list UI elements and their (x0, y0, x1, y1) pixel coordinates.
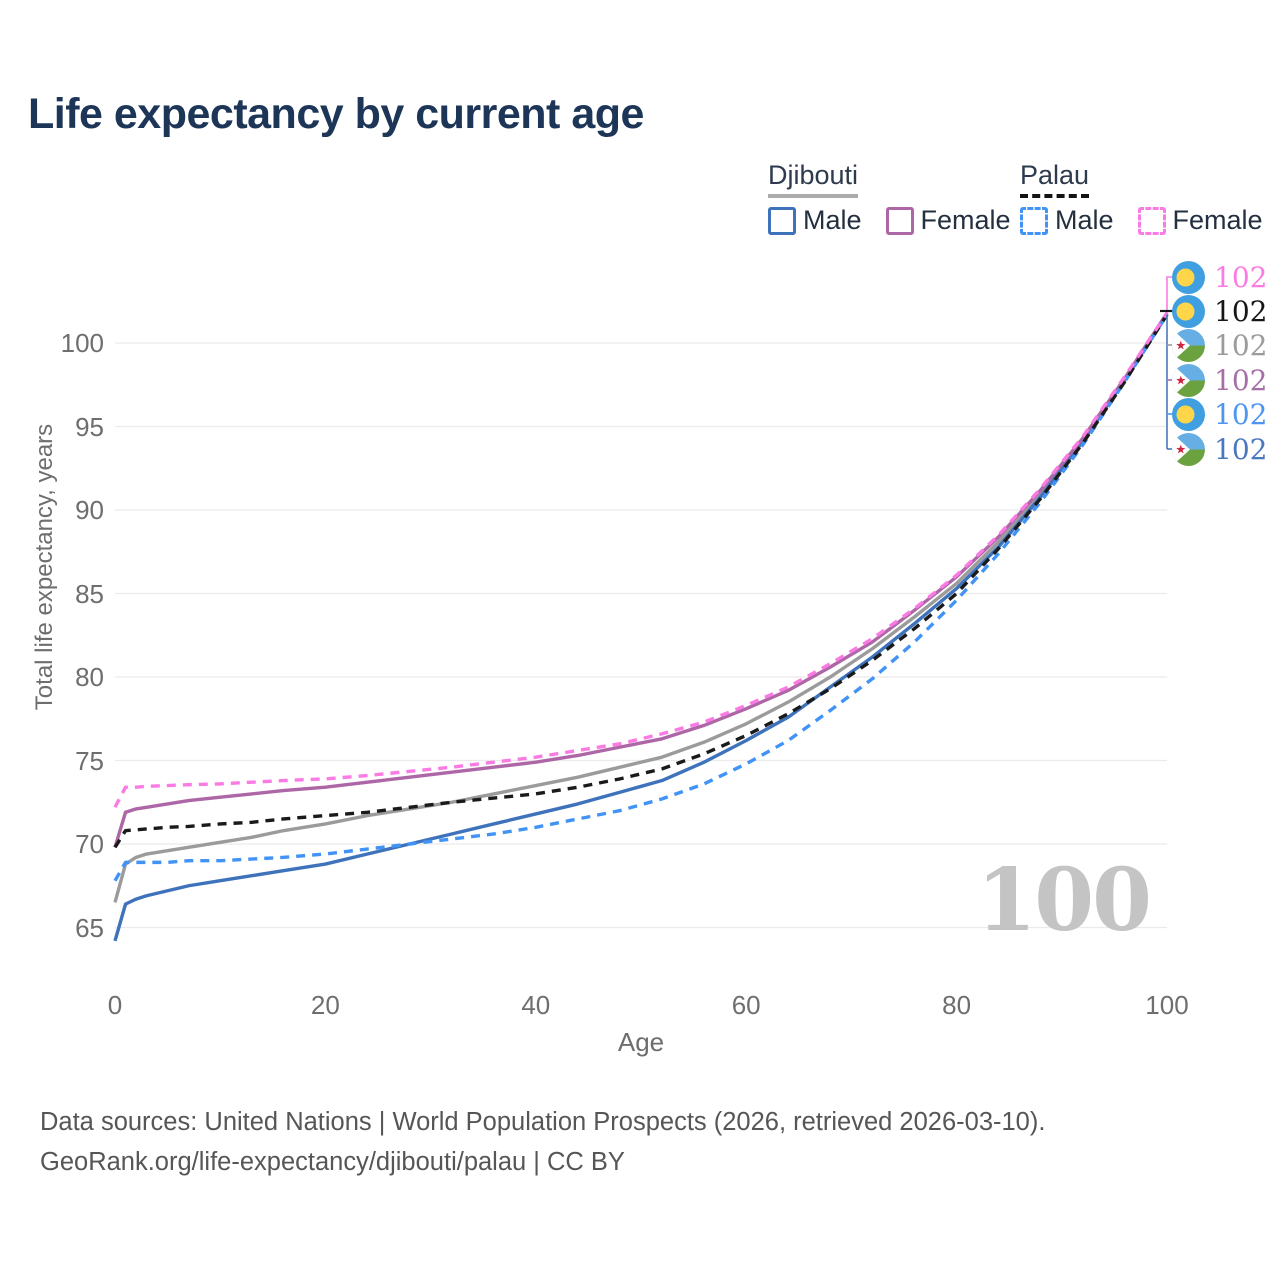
legend-label-palau-male: Male (1055, 205, 1114, 235)
djibouti-flag-icon (1172, 432, 1205, 466)
legend-label-djibouti-male: Male (803, 205, 862, 235)
series-line-djibouti-male (113, 313, 1169, 942)
end-value-djibouti-male: 102 (1214, 432, 1268, 466)
y-tick-85: 85 (75, 578, 104, 609)
legend-label-djibouti-female: Female (920, 205, 1011, 235)
djibouti-flag-icon (1172, 328, 1205, 362)
x-tick-40: 40 (521, 990, 551, 1020)
end-value-djibouti-female: 102 (1214, 363, 1268, 397)
series-line-palau-female (113, 312, 1169, 809)
y-tick-65: 65 (75, 912, 104, 943)
y-tick-75: 75 (75, 745, 104, 776)
legend-country-palau: Palau (1020, 160, 1090, 198)
legend-item-palau-female[interactable]: Female (1137, 205, 1263, 236)
legend-group-djibouti: Djibouti Male Female (768, 160, 1011, 236)
y-tick-100: 100 (60, 328, 104, 358)
y-tick-90: 90 (75, 495, 104, 525)
x-tick-100: 100 (1145, 990, 1189, 1020)
end-label-djibouti-both: 102 (1172, 328, 1267, 362)
end-value-djibouti-both: 102 (1214, 328, 1268, 362)
end-label-palau-both: 102 (1172, 294, 1267, 328)
series-line-djibouti-female (113, 312, 1169, 848)
legend-swatch-djibouti-male[interactable] (768, 206, 796, 235)
leader-line-up (1166, 276, 1172, 315)
series-line-palau-both (113, 313, 1169, 849)
palau-flag-icon (1172, 260, 1205, 294)
x-tick-80: 80 (942, 990, 972, 1020)
footer: Data sources: United Nations | World Pop… (40, 1102, 1045, 1182)
end-label-djibouti-female: 102 (1172, 363, 1267, 397)
y-axis-title: Total life expectancy, years (31, 423, 58, 711)
legend-group-palau: Palau Male Female (1020, 160, 1263, 236)
legend-item-djibouti-male[interactable]: Male (768, 205, 862, 236)
end-value-palau-female: 102 (1214, 260, 1268, 294)
legend-swatch-djibouti-female[interactable] (885, 206, 914, 235)
legend-item-palau-male[interactable]: Male (1020, 205, 1114, 236)
x-axis-title: Age (617, 1027, 665, 1057)
legend-label-palau-female: Female (1172, 205, 1263, 235)
x-tick-60: 60 (731, 990, 761, 1020)
x-tick-0: 0 (107, 990, 123, 1020)
legend-swatch-palau-female[interactable] (1137, 206, 1166, 235)
end-label-palau-female: 102 (1172, 260, 1267, 294)
x-tick-20: 20 (310, 990, 340, 1020)
y-tick-80: 80 (75, 662, 104, 692)
legend-swatch-palau-male[interactable] (1020, 206, 1048, 235)
series-line-djibouti-both (113, 312, 1169, 903)
y-tick-95: 95 (75, 411, 104, 442)
series-line-palau-male (113, 313, 1169, 882)
end-value-palau-male: 102 (1214, 397, 1268, 431)
end-label-djibouti-male: 102 (1172, 432, 1267, 466)
palau-flag-icon (1172, 294, 1205, 328)
djibouti-flag-icon (1172, 363, 1205, 397)
age-counter-watermark: 100 (976, 850, 1152, 951)
palau-flag-icon (1172, 397, 1205, 431)
end-label-palau-male: 102 (1172, 397, 1267, 431)
page-title: Life expectancy by current age (28, 90, 644, 138)
y-tick-70: 70 (75, 829, 104, 859)
footer-attribution: GeoRank.org/life-expectancy/djibouti/pal… (40, 1148, 625, 1176)
end-value-palau-both: 102 (1214, 294, 1268, 328)
legend-country-djibouti: Djibouti (768, 160, 859, 198)
legend-item-djibouti-female[interactable]: Female (885, 205, 1011, 236)
footer-data-sources: Data sources: United Nations | World Pop… (40, 1108, 1046, 1136)
